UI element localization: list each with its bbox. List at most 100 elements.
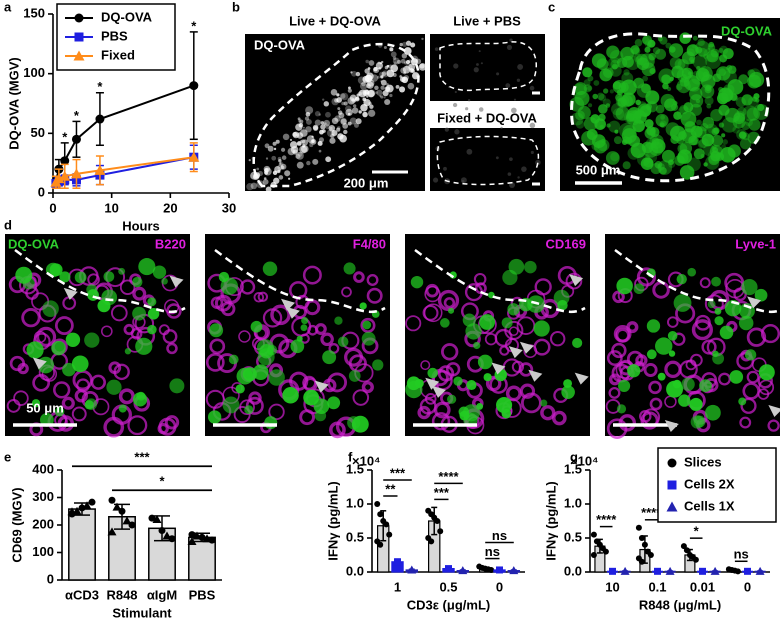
image-overlay-label: DQ-OVA [721,23,773,38]
significance-label: * [97,79,103,94]
texture-speck [311,135,314,138]
texture-speck [633,118,640,124]
texture-speck [614,129,619,134]
texture-cell [441,343,459,361]
texture-cell [618,379,631,392]
texture-cell [427,367,438,379]
texture-cell [53,381,71,399]
texture-cell [676,273,687,285]
texture-speck [586,85,593,91]
texture-speck [726,64,733,71]
texture-cell [501,317,513,329]
texture-speck [662,82,669,90]
texture-cell [15,266,33,284]
texture-cell [754,288,768,302]
y-tick-label: 100 [23,65,45,80]
texture-speck [289,138,293,142]
texture-speck [300,139,303,143]
texture-speck [573,82,587,96]
marker [67,507,77,516]
texture-speck [367,79,375,87]
marker [458,566,468,575]
texture-cell [646,349,657,360]
texture-speck [329,137,336,144]
marker [755,566,765,575]
texture-speck [683,102,694,113]
texture-speck [620,46,634,61]
texture-speck [698,137,709,149]
legend-box [657,447,777,523]
y-tick-label: 1.5 [346,461,364,476]
texture-cell [760,324,780,344]
texture-speck [343,129,348,135]
texture-speck [241,174,245,178]
texture-speck [362,111,368,118]
texture-cell [341,286,352,298]
texture-speck [705,155,720,170]
texture-speck [507,172,512,176]
texture-speck [688,135,698,146]
legend-label: DQ-OVA [101,9,153,24]
texture-speck [505,83,511,88]
texture-speck [443,166,447,171]
texture-speck [609,64,622,77]
texture-speck [465,107,469,111]
texture-cell [362,320,372,330]
texture-speck [644,46,651,53]
x-tick-label: αIgM [147,587,177,602]
marker [666,501,678,512]
texture-speck [591,53,607,68]
texture-speck [725,66,731,71]
texture-speck [380,85,385,90]
image-overlay-label: DQ-OVA [8,236,60,251]
texture-cell [97,299,111,313]
texture-speck [669,56,682,69]
marker [638,558,645,565]
texture-cell [689,397,703,412]
texture-speck [305,112,311,117]
x-axis-label: Hours [122,218,160,233]
texture-speck [709,145,723,159]
texture-speck [509,38,513,42]
outline [436,135,540,186]
texture-speck [521,166,527,172]
texture-speck [702,116,715,129]
y-multiplier: ×10⁴ [570,453,598,468]
texture-speck [352,104,357,108]
texture-speck [669,76,674,82]
texture-cell [519,383,536,399]
legend-label: Cells 2X [684,476,735,491]
texture-speck [721,144,727,150]
texture-speck [603,88,609,94]
texture-speck [611,63,618,70]
marker [208,536,216,544]
texture-cell [366,274,379,286]
texture-speck [322,98,325,101]
texture-speck [351,107,359,114]
texture-cell [606,350,623,366]
error-bar [380,510,387,542]
legend-label: Slices [684,454,722,469]
texture-cell [253,291,265,303]
texture-speck [718,68,727,77]
texture-speck [368,89,376,97]
texture-speck [529,85,535,91]
texture-speck [282,133,290,141]
texture-speck [647,39,656,48]
texture-speck [336,127,341,132]
outline [214,248,386,314]
texture-speck [641,36,650,44]
texture-cell [359,302,367,310]
y-tick-label: 100 [32,544,54,559]
texture-speck [517,63,524,70]
texture-cell [612,290,625,304]
texture-speck [265,157,269,160]
texture-cell [420,360,431,371]
x-tick-label: 0.1 [648,579,666,594]
texture-speck [296,161,304,169]
texture-cell [557,265,577,286]
marker [73,50,85,61]
texture-cell [615,328,630,343]
texture-cell [257,291,269,303]
texture-cell [668,350,676,357]
